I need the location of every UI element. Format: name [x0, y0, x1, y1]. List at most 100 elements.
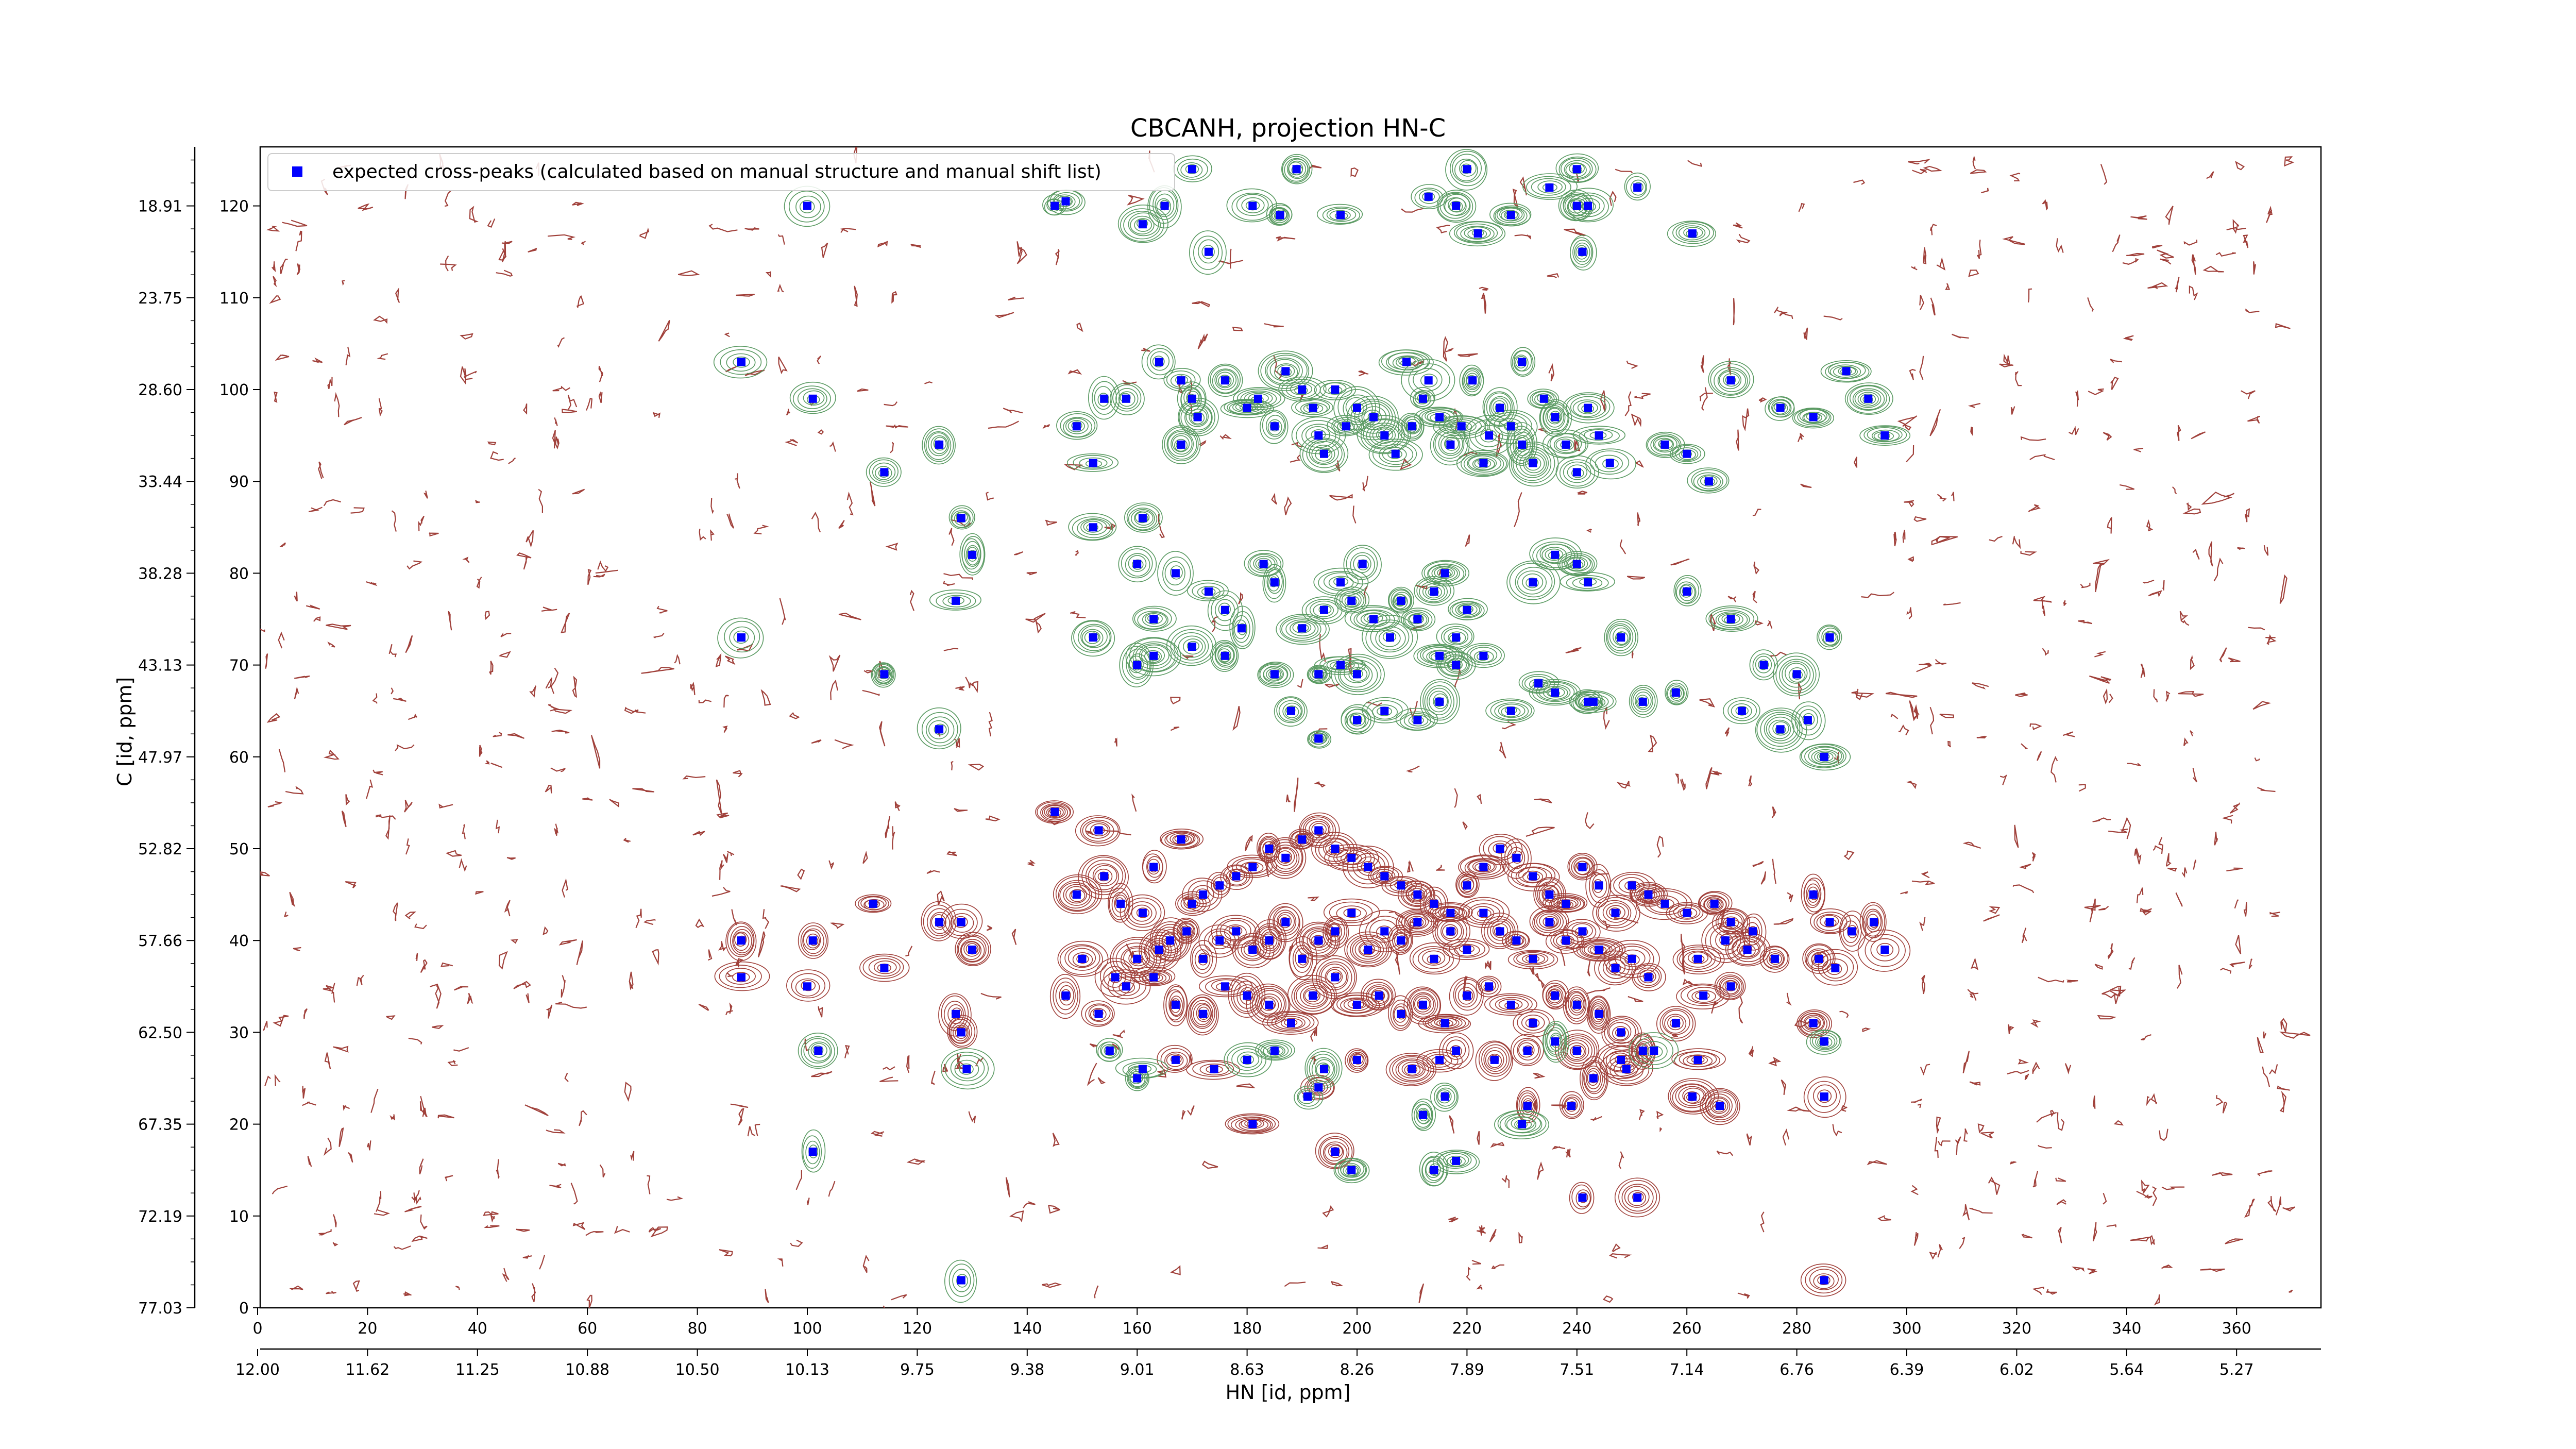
noise-contour — [1760, 1211, 1765, 1233]
noise-contour — [476, 577, 482, 589]
noise-contour — [1334, 460, 1341, 471]
negative-contour — [959, 1063, 974, 1075]
noise-contour — [1760, 871, 1767, 885]
y-index-tick-label: 30 — [229, 1024, 249, 1042]
negative-contour — [1109, 382, 1145, 415]
noise-contour — [1528, 967, 1535, 975]
noise-contour — [504, 900, 511, 917]
noise-contour — [1104, 523, 1116, 530]
noise-contour — [2092, 559, 2110, 566]
noise-contour — [948, 528, 955, 546]
noise-contour — [490, 1214, 495, 1223]
negative-contour — [1337, 660, 1378, 690]
noise-contour — [1197, 333, 1208, 349]
noise-contour — [1192, 301, 1210, 308]
positive-contour — [1237, 936, 1267, 962]
positive-contour — [1683, 950, 1712, 968]
negative-contour — [1128, 508, 1158, 531]
noise-contour — [289, 1285, 303, 1290]
peak-marker — [1281, 918, 1290, 926]
noise-contour — [551, 729, 570, 734]
noise-contour — [695, 918, 705, 929]
negative-contour — [1572, 240, 1592, 265]
peak-marker — [1452, 661, 1461, 669]
negative-contour — [1429, 650, 1451, 662]
noise-contour — [2057, 1112, 2065, 1131]
positive-contour — [1363, 982, 1394, 1010]
noise-contour — [1752, 861, 1764, 867]
positive-contour — [1766, 951, 1784, 967]
legend: expected cross-peaks (calculated based o… — [267, 153, 1175, 191]
negative-contour — [1314, 380, 1356, 400]
noise-contour — [1834, 752, 1839, 764]
negative-contour — [1279, 615, 1327, 643]
negative-contour — [1388, 588, 1413, 613]
noise-contour — [2012, 535, 2021, 549]
negative-contour — [1301, 424, 1336, 448]
noise-contour — [1112, 1029, 1125, 1038]
x-ppm-tick-label: 6.02 — [1999, 1361, 2034, 1379]
positive-contour — [955, 932, 991, 966]
negative-contour — [1334, 586, 1370, 614]
noise-contour — [550, 767, 566, 772]
peak-marker — [1595, 431, 1603, 440]
noise-contour — [730, 1103, 749, 1108]
noise-contour — [308, 507, 323, 513]
noise-contour — [738, 1108, 744, 1126]
noise-contour — [2277, 1085, 2290, 1091]
positive-contour — [1299, 923, 1339, 958]
noise-contour — [1921, 974, 1926, 995]
negative-contour — [729, 626, 755, 649]
noise-contour — [2161, 1186, 2184, 1190]
peak-marker — [1177, 440, 1185, 449]
negative-contour — [1097, 393, 1110, 407]
negative-contour — [1232, 615, 1250, 643]
positive-contour — [1164, 832, 1199, 849]
positive-contour — [1336, 905, 1367, 921]
noise-contour — [1919, 663, 1932, 665]
negative-contour — [1490, 700, 1532, 721]
positive-contour — [1513, 951, 1555, 967]
noise-contour — [553, 709, 572, 714]
peak-marker — [1221, 605, 1229, 614]
positive-contour — [1227, 1114, 1276, 1134]
noise-contour — [1727, 596, 1737, 602]
positive-contour — [1682, 1087, 1705, 1104]
positive-contour — [1108, 883, 1133, 923]
negative-contour — [1546, 1027, 1565, 1055]
x-ppm-tick-label: 5.27 — [2219, 1361, 2254, 1379]
positive-contour — [1732, 938, 1761, 959]
negative-contour — [1514, 1119, 1532, 1130]
peak-marker — [1485, 982, 1494, 991]
noise-contour — [879, 721, 886, 747]
negative-contour — [1290, 620, 1316, 636]
positive-contour — [858, 896, 889, 912]
peak-marker — [1820, 1037, 1828, 1046]
noise-contour — [811, 1071, 833, 1077]
noise-contour — [2094, 651, 2106, 658]
noise-contour — [2232, 218, 2240, 234]
negative-contour — [1812, 1032, 1838, 1050]
positive-contour — [1534, 911, 1564, 934]
negative-contour — [1247, 553, 1282, 576]
positive-contour — [1472, 861, 1495, 873]
negative-contour — [1577, 401, 1598, 415]
noise-contour — [2247, 415, 2260, 424]
noise-contour — [1911, 880, 1935, 885]
x-index-tick-label: 340 — [2112, 1320, 2141, 1338]
x-ppm-tick-label: 6.39 — [1890, 1361, 1924, 1379]
positive-contour — [1049, 973, 1081, 1019]
positive-contour — [1475, 1040, 1513, 1081]
noise-contour — [894, 801, 901, 812]
positive-contour — [1483, 1047, 1507, 1072]
noise-contour — [561, 613, 570, 633]
peak-marker — [1089, 459, 1097, 467]
negative-contour — [1333, 1157, 1370, 1184]
negative-contour — [1464, 226, 1491, 240]
negative-contour — [1806, 1030, 1842, 1055]
noise-contour — [2123, 335, 2134, 341]
negative-contour — [1253, 555, 1276, 571]
noise-contour — [1052, 1133, 1060, 1147]
noise-contour — [2215, 252, 2236, 257]
negative-contour — [1401, 608, 1436, 631]
